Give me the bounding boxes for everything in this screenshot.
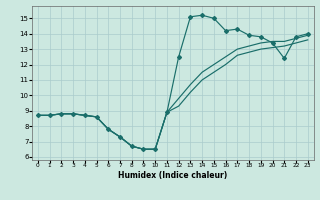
X-axis label: Humidex (Indice chaleur): Humidex (Indice chaleur): [118, 171, 228, 180]
